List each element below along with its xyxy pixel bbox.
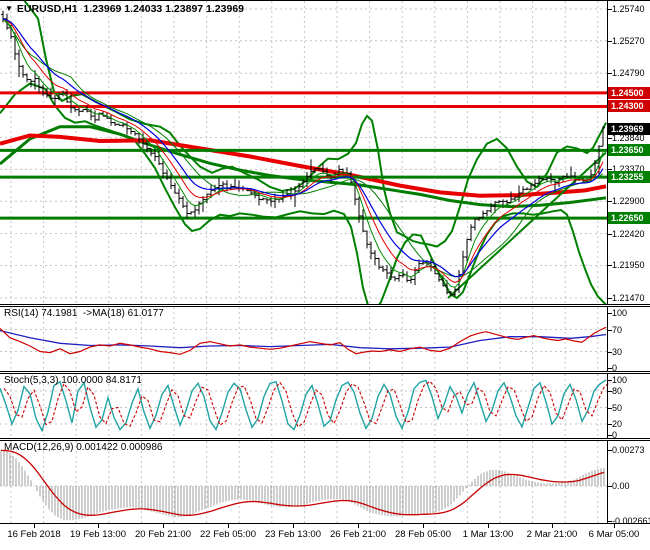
price-tick-label: 1.25270 bbox=[612, 35, 645, 46]
price-axis-border bbox=[607, 0, 608, 523]
price-level-badge: 1.23650 bbox=[608, 144, 650, 157]
price-tick-label: 1.23370 bbox=[612, 164, 645, 175]
symbol-ohlc-line: EURUSD,H1 1.23969 1.24033 1.23897 1.2396… bbox=[16, 3, 245, 15]
time-axis-label: 26 Feb 21:00 bbox=[330, 529, 386, 540]
time-axis-label: 22 Feb 05:00 bbox=[200, 529, 256, 540]
window-top-border bbox=[0, 0, 650, 1]
rsi-tick-label: 70 bbox=[612, 324, 623, 335]
price-level-badge: 1.24300 bbox=[608, 100, 650, 113]
time-axis-tick bbox=[358, 524, 359, 528]
time-axis-label: 1 Mar 13:00 bbox=[462, 529, 514, 540]
time-axis-tick bbox=[488, 524, 489, 528]
time-axis-tick bbox=[423, 524, 424, 528]
time-axis-tick bbox=[34, 524, 35, 528]
price-level-badge: 1.24500 bbox=[608, 86, 650, 99]
macd-tick-mark bbox=[607, 449, 612, 451]
time-axis-tick bbox=[293, 524, 294, 528]
price-tick-mark bbox=[607, 40, 612, 42]
time-axis-tick bbox=[163, 524, 164, 528]
panel-separator[interactable] bbox=[0, 304, 650, 307]
time-axis-label: 19 Feb 13:00 bbox=[70, 529, 126, 540]
time-axis-label: 6 Mar 05:00 bbox=[588, 529, 640, 540]
price-tick-label: 1.23840 bbox=[612, 132, 645, 143]
stoch-tick-mark bbox=[607, 435, 612, 436]
stoch-tick-mark bbox=[607, 424, 612, 425]
price-tick-mark bbox=[607, 169, 612, 171]
macd-tick-label: 0.00273 bbox=[612, 444, 645, 455]
current-price-badge: 1.23969 bbox=[608, 122, 650, 135]
stoch-tick-label: 0 bbox=[612, 430, 618, 440]
time-axis-label: 16 Feb 2018 bbox=[7, 529, 61, 540]
price-tick-mark bbox=[607, 297, 612, 299]
panel-separator[interactable] bbox=[0, 371, 650, 374]
time-axis-tick bbox=[552, 524, 553, 528]
rsi-tick-mark bbox=[607, 351, 612, 353]
macd-indicator-label: MACD(12,26,9) 0.001422 0.000986 bbox=[4, 442, 163, 453]
rsi-tick-label: 30 bbox=[612, 346, 623, 357]
rsi-panel-canvas[interactable] bbox=[0, 307, 650, 371]
stoch-tick-label: 80 bbox=[612, 386, 623, 396]
rsi-tick-mark bbox=[607, 329, 612, 331]
rsi-tick-mark bbox=[607, 368, 612, 369]
price-level-badge: 1.22650 bbox=[608, 212, 650, 225]
price-tick-mark bbox=[607, 137, 612, 139]
stoch-tick-label: 50 bbox=[612, 402, 623, 413]
rsi-tick-label: 100 bbox=[612, 308, 628, 318]
time-axis-label: 23 Feb 13:00 bbox=[265, 529, 321, 540]
price-tick-mark bbox=[607, 73, 612, 75]
stoch-tick-label: 20 bbox=[612, 419, 623, 429]
time-axis: 16 Feb 2018 19 Feb 13:00 20 Feb 21:00 22 Fe… bbox=[0, 523, 650, 550]
price-tick-label: 1.21470 bbox=[612, 292, 645, 303]
time-axis-label: 28 Feb 05:00 bbox=[395, 529, 451, 540]
price-tick-mark bbox=[607, 265, 612, 267]
macd-panel-canvas[interactable] bbox=[0, 441, 650, 523]
stoch-tick-mark bbox=[607, 407, 612, 409]
main-chart-canvas[interactable] bbox=[0, 1, 650, 304]
price-tick-label: 1.24790 bbox=[612, 68, 645, 79]
macd-tick-label: 0.00 bbox=[612, 481, 630, 491]
price-tick-mark bbox=[607, 233, 612, 235]
stoch-tick-mark bbox=[607, 380, 612, 381]
panel-separator[interactable] bbox=[0, 438, 650, 441]
rsi-tick-label: 0 bbox=[612, 363, 618, 373]
chart-header: ▼ EURUSD,H1 1.23969 1.24033 1.23897 1.239… bbox=[5, 3, 244, 15]
price-tick-mark bbox=[607, 8, 612, 10]
time-axis-tick bbox=[614, 524, 615, 528]
stoch-tick-mark bbox=[607, 391, 612, 392]
price-tick-mark bbox=[607, 201, 612, 203]
price-tick-label: 1.25740 bbox=[612, 3, 645, 14]
macd-tick-mark bbox=[607, 486, 612, 487]
time-axis-label: 2 Mar 21:00 bbox=[526, 529, 578, 540]
rsi-indicator-label: RSI(14) 74.1981 ->MA(18) 61.0177 bbox=[4, 308, 164, 319]
price-tick-label: 1.22900 bbox=[612, 196, 645, 207]
macd-tick-label: -0.002661 bbox=[612, 516, 650, 527]
symbol-marker-icon: ▼ bbox=[5, 4, 13, 13]
price-level-badge: 1.23255 bbox=[608, 171, 650, 184]
stoch-panel-canvas[interactable] bbox=[0, 374, 650, 438]
macd-tick-mark bbox=[607, 521, 612, 523]
time-axis-label: 20 Feb 21:00 bbox=[135, 529, 191, 540]
stoch-indicator-label: Stoch(5,3,3) 100.0000 84.8171 bbox=[4, 375, 142, 386]
price-tick-label: 1.22420 bbox=[612, 228, 645, 239]
time-axis-tick bbox=[98, 524, 99, 528]
time-axis-tick bbox=[228, 524, 229, 528]
price-tick-label: 1.21950 bbox=[612, 260, 645, 271]
rsi-tick-mark bbox=[607, 313, 612, 314]
stoch-tick-label: 100 bbox=[612, 375, 628, 385]
